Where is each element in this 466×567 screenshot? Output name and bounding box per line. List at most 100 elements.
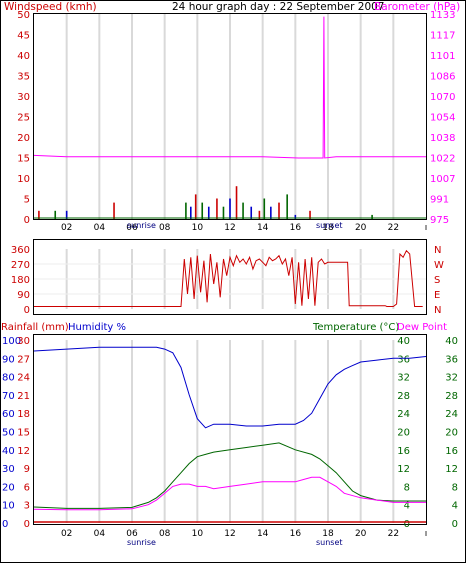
compass-tick-label: N bbox=[434, 245, 441, 256]
barometer-line bbox=[33, 16, 426, 159]
humidity-tick-label: 0 bbox=[2, 519, 8, 530]
hour-tick-label: 10 bbox=[192, 223, 204, 233]
rainfall-tick-label: 9 bbox=[24, 464, 30, 475]
hour-end-tick: ı bbox=[425, 529, 428, 539]
panel3-temperature-inner-ticks: 0 4 8 12 16 20 24 28 32 36 40 bbox=[397, 336, 410, 530]
hour-tick-label: 08 bbox=[159, 529, 171, 539]
windspeed-tick-label: 0 bbox=[24, 215, 30, 226]
panel2-frame bbox=[33, 239, 427, 315]
windspeed-bar bbox=[242, 202, 244, 219]
windspeed-tick-label: 25 bbox=[17, 113, 30, 124]
temperature-tick-label: 40 bbox=[445, 336, 458, 347]
panel1-hour-ticks: 02 04 06 08 10 12 14 16 18 20 22 ı bbox=[61, 223, 427, 233]
hour-tick-label: 16 bbox=[290, 529, 302, 539]
degree-tick-label: 360 bbox=[11, 245, 30, 256]
panel3-rainfall-ticks: 0 3 6 9 12 15 18 21 24 27 30 bbox=[17, 336, 30, 530]
humidity-axis-title: Humidity % bbox=[68, 322, 126, 333]
hour-tick-label: 06 bbox=[126, 223, 138, 233]
barometer-tick-label: 975 bbox=[430, 215, 449, 226]
rainfall-tick-label: 15 bbox=[17, 428, 30, 439]
windspeed-tick-label: 40 bbox=[17, 51, 30, 62]
windspeed-bar bbox=[235, 186, 238, 219]
rainfall-tick-label: 3 bbox=[24, 501, 30, 512]
windspeed-bar bbox=[309, 210, 311, 219]
dew-point-axis-title: Dew Point bbox=[397, 322, 447, 333]
temperature-tick-label: 36 bbox=[397, 354, 410, 365]
hour-tick-label: 22 bbox=[388, 529, 399, 539]
hour-tick-label: 10 bbox=[192, 529, 204, 539]
panel1-barometer-ticks: 975 991 1007 1022 1038 1054 1070 1086 1101 1117 11… bbox=[430, 10, 455, 226]
windspeed-bar bbox=[190, 206, 192, 219]
panel1-grid bbox=[65, 14, 395, 219]
hour-tick-label: 20 bbox=[355, 223, 367, 233]
humidity-tick-label: 20 bbox=[2, 482, 15, 493]
hour-tick-label: 06 bbox=[126, 529, 138, 539]
windspeed-bar bbox=[207, 206, 210, 219]
degree-tick-label: 0 bbox=[24, 305, 30, 316]
hour-tick-label: 02 bbox=[61, 529, 72, 539]
windspeed-tick-label: 35 bbox=[17, 72, 30, 83]
sunrise-label-bottom: sunrise bbox=[127, 538, 156, 547]
windspeed-bar bbox=[278, 202, 280, 219]
panel3-frame bbox=[33, 334, 427, 525]
hour-tick-label: 16 bbox=[290, 223, 302, 233]
windspeed-bar bbox=[294, 214, 297, 219]
barometer-tick-label: 1022 bbox=[430, 154, 455, 165]
windspeed-tick-label: 30 bbox=[17, 92, 30, 103]
temperature-tick-label: 24 bbox=[445, 409, 458, 420]
hour-tick-label: 22 bbox=[388, 223, 399, 233]
humidity-tick-label: 50 bbox=[2, 428, 15, 439]
panel1-windspeed-ticks: 0 5 10 15 20 25 30 35 40 45 50 bbox=[17, 10, 30, 226]
windspeed-bar bbox=[250, 206, 253, 219]
hour-tick-label: 18 bbox=[322, 223, 334, 233]
windspeed-bar bbox=[201, 202, 204, 219]
compass-tick-label: S bbox=[434, 275, 440, 286]
windspeed-bars bbox=[34, 186, 426, 219]
compass-tick-label: W bbox=[434, 260, 444, 271]
temperature-tick-label: 0 bbox=[404, 519, 410, 530]
hour-tick-label: 12 bbox=[224, 223, 235, 233]
panel3-grid bbox=[65, 340, 395, 523]
temperature-tick-label: 24 bbox=[397, 409, 410, 420]
chart-title: 24 hour graph day : 22 September 2007 bbox=[172, 1, 384, 13]
windspeed-bar bbox=[229, 198, 231, 219]
windspeed-bar bbox=[371, 214, 373, 219]
humidity-tick-label: 30 bbox=[2, 464, 15, 475]
windspeed-tick-label: 10 bbox=[17, 174, 30, 185]
windspeed-bar bbox=[222, 206, 225, 219]
windspeed-bar bbox=[113, 202, 115, 219]
temperature-tick-label: 28 bbox=[445, 391, 458, 402]
windspeed-bar bbox=[54, 210, 57, 219]
barometer-tick-label: 1133 bbox=[430, 10, 455, 21]
hour-end-tick: ı bbox=[425, 223, 428, 233]
compass-tick-label: E bbox=[434, 290, 440, 301]
temperature-tick-label: 16 bbox=[397, 446, 410, 457]
humidity-tick-label: 80 bbox=[2, 373, 15, 384]
windspeed-bar bbox=[258, 210, 261, 219]
humidity-line bbox=[33, 346, 427, 429]
temperature-tick-label: 36 bbox=[445, 354, 458, 365]
hour-tick-label: 14 bbox=[257, 529, 269, 539]
windspeed-tick-label: 45 bbox=[17, 31, 30, 42]
temperature-tick-label: 8 bbox=[404, 482, 410, 493]
temperature-tick-label: 40 bbox=[397, 336, 410, 347]
rainfall-tick-label: 21 bbox=[17, 391, 30, 402]
rainfall-tick-label: 24 bbox=[17, 373, 30, 384]
wind-direction-line bbox=[34, 249, 423, 307]
barometer-tick-label: 1038 bbox=[430, 133, 455, 144]
rainfall-tick-label: 6 bbox=[24, 482, 30, 493]
panel3-humidity-ticks: 0 10 20 30 40 50 60 70 80 90 100 bbox=[2, 336, 21, 530]
temperature-tick-label: 20 bbox=[445, 428, 458, 439]
hour-tick-label: 04 bbox=[94, 223, 106, 233]
windspeed-tick-label: 15 bbox=[17, 154, 30, 165]
humidity-tick-label: 60 bbox=[2, 409, 15, 420]
hour-tick-label: 04 bbox=[94, 529, 106, 539]
rainfall-tick-label: 18 bbox=[17, 409, 30, 420]
temperature-axis-title: Temperature (°C) bbox=[312, 322, 399, 333]
hour-tick-label: 18 bbox=[322, 529, 334, 539]
degree-tick-label: 90 bbox=[17, 290, 30, 301]
temperature-tick-label: 28 bbox=[397, 391, 410, 402]
temperature-tick-label: 0 bbox=[452, 519, 458, 530]
